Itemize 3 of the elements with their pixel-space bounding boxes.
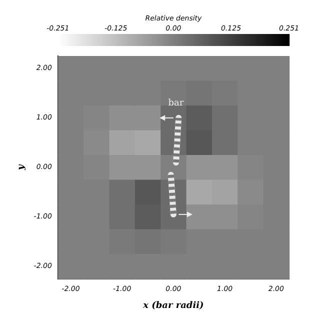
annotation: bar xyxy=(168,98,184,109)
x-axis-title: x (bar radii) xyxy=(142,300,204,311)
y-axis-title: y xyxy=(16,164,27,172)
